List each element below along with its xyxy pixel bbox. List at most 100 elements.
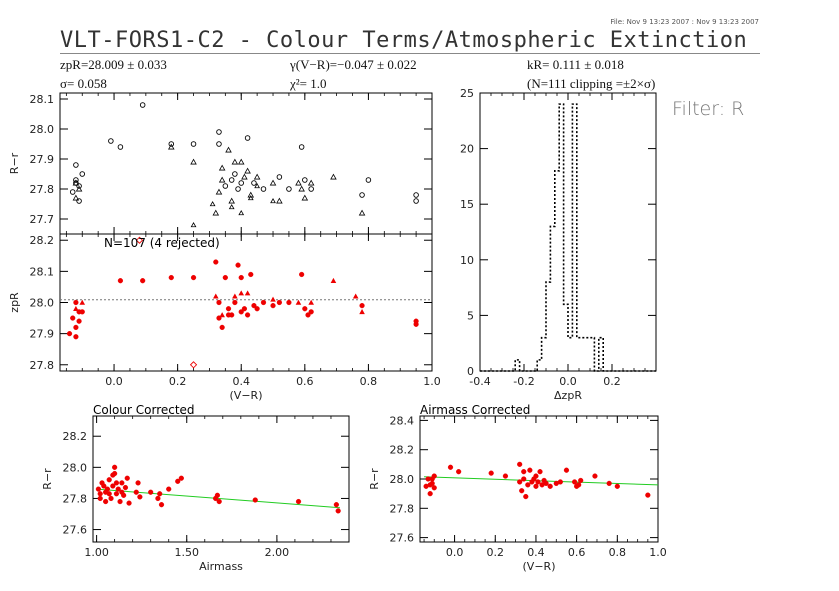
top-left-point: [235, 186, 241, 192]
sigma-value: σ= 0.058: [60, 76, 107, 91]
top-left-point: [359, 192, 365, 198]
colour-corrected-point: [106, 477, 112, 483]
top-left-panel: [59, 92, 433, 235]
middle-left-panel: [59, 233, 433, 372]
colour-corrected-point: [158, 502, 165, 508]
top-left-point: [190, 141, 197, 147]
middle-left-point: [308, 299, 314, 305]
top-left-ytick-label: 28.1: [30, 93, 55, 106]
airmass-corrected-xtick-label: 0.4: [527, 546, 545, 559]
middle-left-ytick-label: 28.0: [30, 297, 55, 310]
colour-corrected-point: [295, 498, 302, 505]
colour-corrected-point: [155, 495, 161, 502]
airmass-corrected-xlabel: (V−R): [523, 560, 556, 573]
title-rule: [60, 53, 760, 54]
top-left-point: [330, 173, 337, 180]
colour-corrected-point: [252, 497, 258, 503]
airmass-corrected-point: [525, 482, 531, 488]
top-left-point: [69, 189, 76, 195]
middle-left-point: [238, 309, 244, 315]
airmass-corrected-point: [431, 485, 437, 491]
colour-corrected-title: Colour Corrected: [93, 403, 195, 417]
colour-corrected-point: [214, 492, 220, 498]
top-left-point: [218, 176, 226, 183]
histogram-bar: [581, 338, 585, 371]
histogram-bar: [550, 226, 554, 371]
middle-left-point: [216, 299, 222, 306]
middle-left-point: [260, 299, 267, 306]
middle-left-point: [302, 306, 308, 312]
middle-left-point: [413, 321, 419, 327]
colour-corrected-point: [148, 489, 154, 495]
airmass-corrected-point: [533, 483, 539, 489]
top-left-point: [216, 129, 222, 135]
top-left-point: [298, 144, 305, 150]
airmass-corrected-point: [447, 464, 454, 470]
airmass-corrected-point: [533, 473, 539, 479]
airmass-corrected-ytick-label: 28.2: [390, 444, 415, 457]
airmass-corrected-ytick-label: 27.8: [390, 502, 415, 515]
top-left-point: [228, 197, 235, 204]
top-left-point: [253, 173, 261, 180]
airmass-corrected-point: [456, 469, 462, 475]
top-left-point: [251, 180, 257, 186]
airmass-corrected-ytick-label: 27.6: [390, 532, 415, 545]
histogram-xtick-label: -0.4: [469, 375, 490, 388]
top-left-point: [168, 143, 175, 150]
middle-left-point: [241, 306, 248, 312]
top-left-point: [231, 158, 239, 165]
middle-left-point: [352, 293, 359, 299]
airmass-corrected-xtick-label: 0.8: [609, 546, 627, 559]
histogram-ytick-label: 0: [467, 365, 474, 378]
colour-corrected-point: [121, 492, 127, 498]
airmass-corrected-xtick-label: 1.0: [649, 546, 667, 559]
airmass-corrected-point: [523, 493, 529, 500]
top-left-point: [75, 185, 83, 192]
zp-value: zpR=28.009 ± 0.033: [60, 57, 167, 72]
colour-corrected-point: [108, 495, 114, 502]
top-left-point: [247, 191, 255, 198]
middle-left-point: [76, 318, 82, 324]
page-title: VLT-FORS1-C2 - Colour Terms/Atmospheric …: [60, 28, 748, 53]
colour-corrected-point: [178, 475, 184, 481]
colour-corrected-point: [115, 486, 121, 492]
histogram-bar: [546, 282, 550, 371]
top-left-point: [260, 186, 267, 192]
histogram-ytick-label: 15: [460, 198, 474, 211]
colour-corrected-ytick-label: 27.8: [63, 492, 88, 505]
colour-corrected-xtick-label: 1.00: [84, 546, 109, 559]
airmass-corrected-xtick-label: 0.2: [487, 546, 505, 559]
middle-left-point: [308, 309, 314, 315]
middle-left-xtick-label: 0.2: [169, 375, 187, 388]
middle-left-point: [238, 274, 244, 281]
colour-corrected-point: [126, 500, 132, 506]
histogram-bar: [542, 338, 546, 371]
top-left-point: [216, 141, 222, 147]
middle-left-point: [232, 299, 238, 306]
filter-label: Filter: R: [672, 98, 745, 120]
colour-corrected-xlabel: Airmass: [199, 560, 243, 573]
middle-left-point: [140, 278, 146, 284]
k-value: kR= 0.111 ± 0.018: [527, 57, 624, 72]
histogram-panel: [479, 92, 657, 372]
top-left-ylabel: R−r: [8, 152, 21, 174]
middle-left-point: [79, 309, 85, 315]
colour-corrected-point: [166, 486, 172, 492]
colour-corrected-point: [216, 498, 222, 505]
colour-corrected-point: [137, 494, 143, 500]
middle-left-point: [213, 259, 219, 265]
airmass-corrected-point: [502, 473, 509, 479]
histogram-xtick-label: 0.0: [559, 375, 577, 388]
middle-left-xtick-label: 0.4: [232, 375, 250, 388]
airmass-corrected-frame: [419, 415, 659, 543]
airmass-corrected-point: [519, 488, 525, 494]
airmass-corrected-point: [431, 473, 437, 479]
airmass-corrected-point: [517, 479, 523, 485]
middle-left-point: [299, 271, 305, 278]
colour-corrected-point: [95, 486, 102, 492]
airmass-corrected-point: [429, 480, 435, 486]
airmass-corrected-point: [614, 483, 620, 489]
top-left-point: [308, 186, 314, 192]
histogram-bar: [568, 338, 572, 371]
top-left-point: [238, 209, 245, 216]
